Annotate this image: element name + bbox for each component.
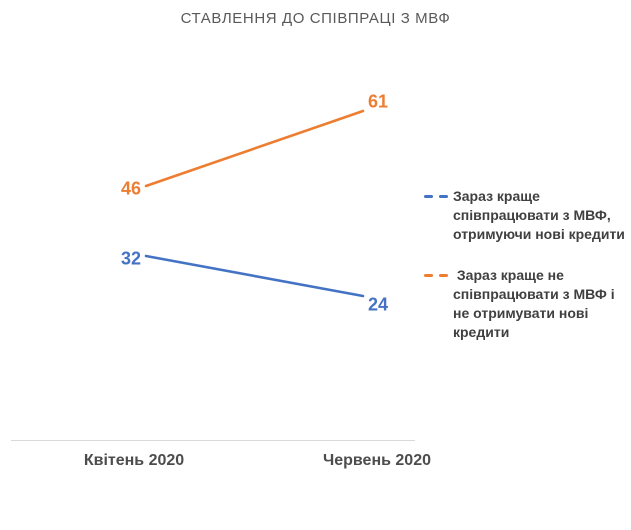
x-axis-label-june: Червень 2020 [323, 452, 431, 469]
chart-legend: Зараз краще співпрацювати з МВФ, отримую… [424, 187, 629, 364]
legend-item-not-cooperate: Зараз краще не співпрацювати з МВФ і не … [424, 266, 629, 342]
series-line-orange [144, 109, 365, 188]
legend-dashed-line-icon [424, 195, 448, 198]
x-axis-line [11, 440, 415, 441]
legend-dashed-line-icon [424, 274, 448, 277]
data-label-orange-end: 61 [368, 91, 389, 112]
legend-item-label: Зараз краще співпрацювати з МВФ, отримую… [453, 188, 625, 242]
legend-item-cooperate: Зараз краще співпрацювати з МВФ, отримую… [424, 187, 629, 244]
data-label-blue-end: 24 [368, 294, 389, 315]
chart-title: СТАВЛЕННЯ ДО СПІВПРАЦІ З МВФ [180, 10, 451, 27]
data-label-orange-start: 46 [120, 178, 141, 199]
data-label-blue-start: 32 [120, 248, 141, 269]
x-axis-label-april: Квітень 2020 [83, 452, 185, 469]
legend-item-label: Зараз краще не співпрацювати з МВФ і не … [453, 267, 619, 340]
series-line-blue [144, 254, 365, 298]
